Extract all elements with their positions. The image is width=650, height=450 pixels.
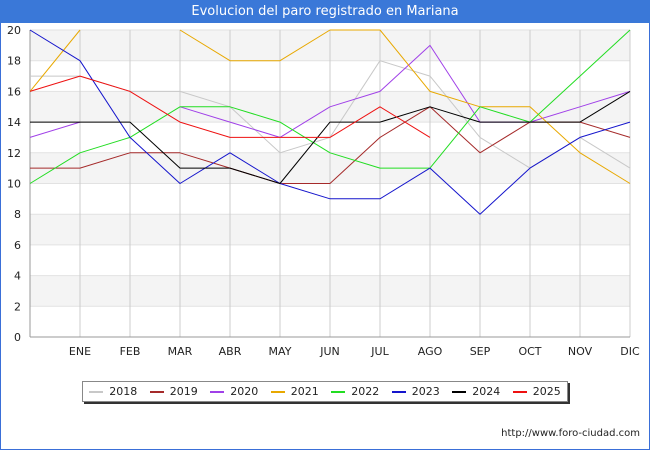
x-tick-label: MAR: [168, 345, 193, 358]
series-line-2023: [29, 29, 631, 215]
x-tick-label: AGO: [418, 345, 443, 358]
x-tick-label: SEP: [470, 345, 491, 358]
y-tick-label: 4: [14, 270, 21, 283]
legend-item-2025: 2025: [512, 385, 561, 398]
y-tick-label: 6: [14, 239, 21, 252]
legend-swatch: [331, 390, 346, 393]
series-line-2020: [179, 44, 631, 138]
legend-swatch: [270, 390, 285, 393]
legend-label: 2022: [351, 385, 380, 398]
legend-label: 2021: [290, 385, 319, 398]
y-tick-label: 8: [14, 208, 21, 221]
legend-label: 2024: [472, 385, 501, 398]
legend-item-2018: 2018: [89, 385, 137, 398]
chart-title: Evolucion del paro registrado en Mariana: [191, 4, 459, 19]
x-tick-label: NOV: [568, 345, 593, 358]
x-tick-label: FEB: [120, 345, 141, 358]
series-2020: [29, 44, 631, 138]
x-tick-label: DIC: [620, 345, 640, 358]
legend-label: 2018: [109, 385, 138, 398]
y-tick-label: 18: [7, 55, 21, 68]
series-line-2021: [29, 29, 81, 92]
legend-item-2023: 2023: [391, 385, 440, 398]
series-line-2025: [29, 75, 431, 138]
y-tick-label: 12: [7, 147, 21, 160]
legend-label: 2019: [169, 385, 198, 398]
series-2024: [30, 90, 631, 184]
legend-swatch: [512, 390, 527, 393]
y-tick-label: 20: [7, 24, 21, 37]
x-tick-label: MAY: [269, 345, 292, 358]
legend-swatch: [89, 390, 104, 393]
y-tick-label: 14: [7, 116, 21, 129]
legend-swatch: [452, 390, 467, 393]
legend-swatch: [149, 390, 164, 393]
source-text: http://www.foro-ciudad.com: [501, 428, 640, 439]
series-2025: [29, 75, 431, 138]
series-2023: [29, 29, 631, 215]
legend: 2018 2019 2020 2021 2022 2023 2024 2025: [82, 381, 568, 402]
x-tick-label: ABR: [219, 345, 242, 358]
legend-label: 2023: [411, 385, 440, 398]
y-tick-label: 0: [14, 331, 21, 344]
x-tick-label: OCT: [518, 345, 541, 358]
title-bar: [0, 0, 650, 23]
x-tick-label: JUN: [319, 345, 340, 358]
series-layer: [29, 29, 631, 215]
legend-label: 2020: [230, 385, 259, 398]
legend-item-2021: 2021: [270, 385, 319, 398]
x-tick-label: ENE: [69, 345, 91, 358]
series-2021: [29, 29, 631, 184]
tick-labels: 0 2 4 6 8 10 12 14 16 18 20 ENE FEB MAR ABR MAY JUN JUL AG…: [7, 24, 640, 358]
legend-swatch: [391, 390, 406, 393]
legend-item-2020: 2020: [210, 385, 258, 398]
series-line-2020: [29, 121, 81, 138]
legend-item-2019: 2019: [149, 385, 198, 398]
x-tick-label: JUL: [370, 345, 389, 358]
legend-label: 2025: [532, 385, 561, 398]
y-tick-label: 16: [7, 85, 21, 98]
y-tick-label: 10: [7, 178, 21, 191]
legend-item-2022: 2022: [331, 385, 379, 398]
legend-swatch: [210, 390, 225, 393]
series-line-2021: [179, 29, 631, 184]
legend-item-2024: 2024: [452, 385, 500, 398]
y-tick-label: 2: [14, 300, 21, 313]
series-line-2024: [30, 90, 631, 184]
